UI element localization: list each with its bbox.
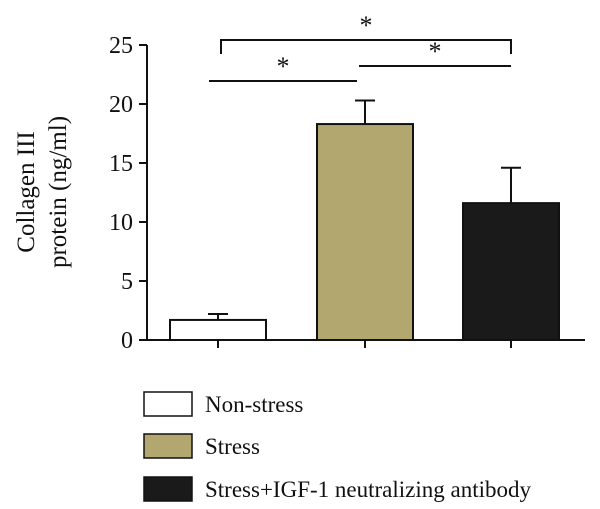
bars xyxy=(169,123,560,342)
y-tick-label: 10 xyxy=(109,210,133,236)
bar xyxy=(316,123,414,341)
error-bars xyxy=(208,99,521,320)
significance-star: * xyxy=(360,11,373,40)
significance-star: * xyxy=(277,52,290,81)
legend-swatch xyxy=(143,476,193,502)
significance-star: * xyxy=(429,37,442,66)
legend: Non-stress Stress Stress+IGF-1 neutralizin… xyxy=(143,391,531,502)
legend-label: Stress xyxy=(205,434,260,459)
y-tick-label: 20 xyxy=(109,92,133,118)
y-tick-label: 5 xyxy=(121,269,133,295)
bar xyxy=(462,202,560,341)
legend-label: Non-stress xyxy=(205,392,303,417)
bar xyxy=(169,318,267,342)
legend-label: Stress+IGF-1 neutralizing antibody xyxy=(205,477,531,502)
y-tick-label: 25 xyxy=(109,33,133,59)
y-tick-label: 15 xyxy=(109,151,133,177)
y-tick-label: 0 xyxy=(121,328,133,354)
legend-swatch xyxy=(143,391,193,417)
legend-swatch xyxy=(143,433,193,459)
significance-bracket xyxy=(220,39,512,54)
significance-brackets: * * * xyxy=(209,11,512,82)
y-axis-label-line2: protein (ng/ml) xyxy=(45,116,72,268)
y-axis-label-line1: Collagen III xyxy=(13,131,40,252)
